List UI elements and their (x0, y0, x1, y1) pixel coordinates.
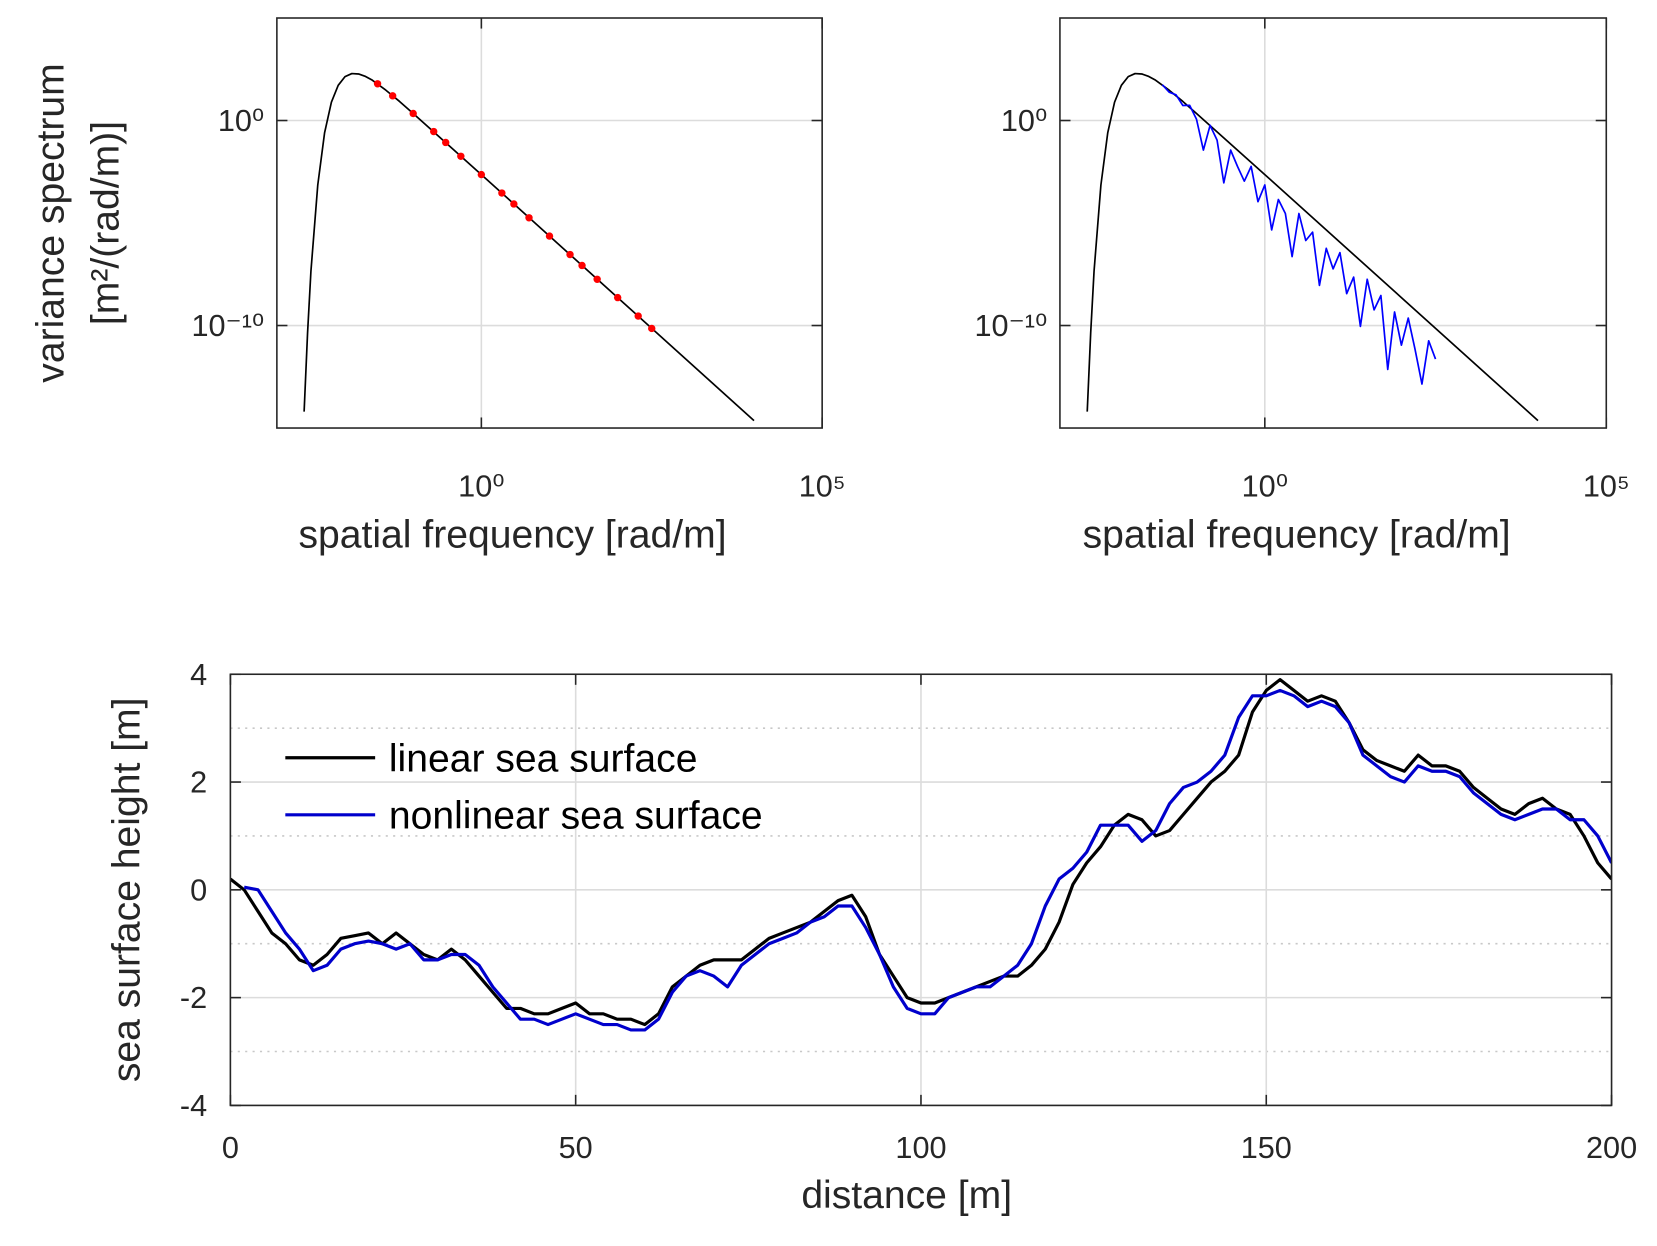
y-tick-label: 10⁻¹⁰ (191, 309, 264, 343)
plot-frame (276, 17, 823, 429)
data-point (498, 189, 506, 197)
x-tick-label: 200 (1586, 1131, 1637, 1165)
data-point (430, 127, 438, 136)
data-point (477, 170, 486, 179)
data-point (457, 152, 465, 160)
data-line (1161, 84, 1437, 385)
data-point (388, 92, 397, 100)
data-point (648, 324, 656, 333)
y-axis-label: variance spectrum (29, 63, 72, 382)
y-tick-label: -4 (180, 1089, 207, 1123)
data-line (303, 72, 755, 422)
x-axis-label: spatial frequency [rad/m] (298, 513, 726, 556)
x-tick-label: 50 (559, 1131, 593, 1165)
y-axis-label: [m²/(rad/m)] (84, 121, 127, 325)
series-group (303, 72, 755, 422)
data-point (578, 261, 586, 270)
y-tick-label: 4 (190, 658, 207, 692)
y-tick-label: -2 (180, 981, 207, 1015)
plot-area (276, 18, 823, 429)
y-tick-label: 0 (190, 873, 207, 907)
legend: linear sea surface nonlinear sea surface (285, 737, 763, 838)
y-tick-label: 10⁻¹⁰ (975, 309, 1048, 343)
data-point (525, 214, 533, 222)
plot-frame (1059, 17, 1608, 429)
y-tick-label: 10⁰ (1001, 104, 1047, 138)
data-point (634, 312, 642, 320)
x-axis-label: distance [m] (801, 1174, 1012, 1217)
data-line (243, 688, 1612, 1032)
data-point (373, 80, 382, 88)
data-point (442, 138, 450, 147)
x-tick-label: 0 (222, 1131, 239, 1165)
subplot: 0 50 100 150 200 -4 -2 0 2 4 distance [m] sea surfa… (105, 658, 1637, 1217)
x-tick-label: 10⁰ (458, 470, 504, 504)
y-axis-label: sea surface height [m] (105, 698, 148, 1083)
x-tick-label: 10⁵ (799, 470, 846, 504)
data-point (510, 200, 518, 208)
plot-area (1059, 18, 1607, 429)
series-group (1086, 72, 1539, 422)
legend-label: nonlinear sea surface (389, 795, 763, 838)
x-axis-label: spatial frequency [rad/m] (1083, 513, 1511, 556)
x-tick-label: 100 (895, 1131, 946, 1165)
data-line (230, 678, 1612, 1027)
subplot: 10⁰ 10⁵ 10⁻¹⁰ 10⁰ spatial frequency [rad/m] v… (29, 17, 846, 556)
data-point (545, 232, 554, 240)
data-line (1086, 72, 1539, 422)
data-point (409, 109, 417, 118)
y-tick-label: 2 (190, 766, 207, 800)
x-tick-label: 150 (1241, 1131, 1292, 1165)
x-tick-label: 10⁰ (1242, 470, 1288, 504)
series-group (230, 678, 1612, 1032)
subplot: 10⁰ 10⁵ 10⁻¹⁰ 10⁰ spatial frequency [rad/m] (975, 17, 1630, 556)
data-point (566, 250, 574, 259)
data-point (593, 275, 601, 283)
legend-label: linear sea surface (389, 737, 698, 780)
y-tick-label: 10⁰ (218, 104, 264, 138)
x-tick-label: 10⁵ (1583, 470, 1630, 504)
data-point (613, 293, 622, 302)
plot-frame (229, 673, 1613, 1107)
